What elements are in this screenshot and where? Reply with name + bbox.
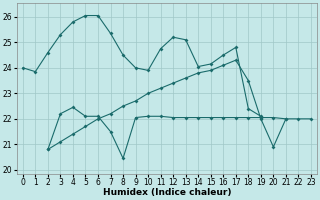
X-axis label: Humidex (Indice chaleur): Humidex (Indice chaleur): [103, 188, 231, 197]
